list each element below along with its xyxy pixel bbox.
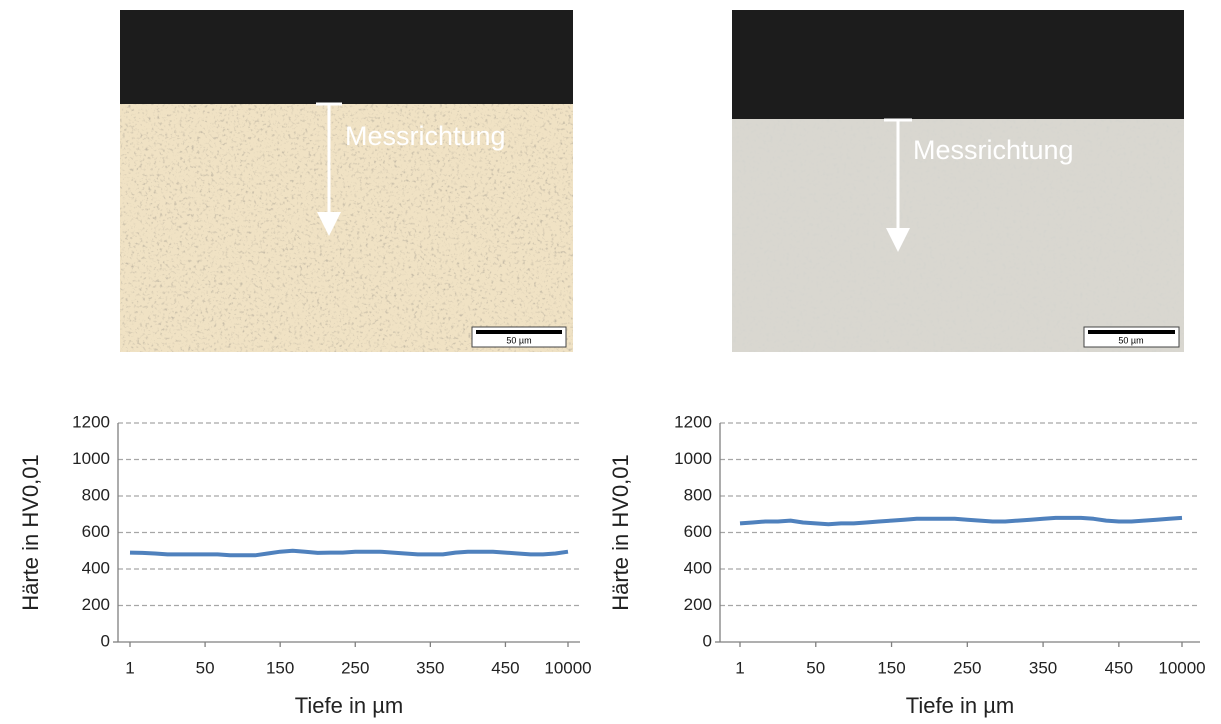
y-tick-label: 0: [703, 631, 712, 650]
x-tick-label: 50: [806, 658, 825, 677]
image-label: Messrichtung: [913, 135, 1074, 165]
y-tick-label: 1000: [72, 449, 110, 468]
y-axis-title: Härte in HV0,01: [18, 454, 43, 611]
x-axis-title: Tiefe in µm: [295, 693, 403, 718]
y-tick-label: 400: [82, 558, 110, 577]
x-tick-label: 250: [341, 658, 369, 677]
scale-bar-label: 50 µm: [506, 335, 531, 345]
y-tick-label: 1200: [72, 412, 110, 431]
x-tick-label: 10000: [544, 658, 591, 677]
y-tick-label: 200: [82, 595, 110, 614]
y-tick-label: 1200: [674, 412, 712, 431]
image-label: Messrichtung: [345, 121, 506, 151]
y-tick-label: 200: [684, 595, 712, 614]
image-texture: [732, 119, 1184, 352]
scale-bar: [476, 330, 562, 334]
x-tick-label: 450: [1105, 658, 1133, 677]
x-tick-label: 1: [125, 658, 134, 677]
x-tick-label: 350: [1029, 658, 1057, 677]
x-tick-label: 350: [416, 658, 444, 677]
y-tick-label: 600: [82, 522, 110, 541]
image-texture: [120, 104, 573, 352]
y-tick-label: 0: [101, 631, 110, 650]
y-tick-label: 800: [82, 485, 110, 504]
image-embedding: [120, 10, 573, 104]
x-tick-label: 1: [735, 658, 744, 677]
y-tick-label: 600: [684, 522, 712, 541]
x-tick-label: 250: [953, 658, 981, 677]
x-axis-title: Tiefe in µm: [906, 693, 1014, 718]
micrograph: Messrichtung 50 µm: [120, 10, 573, 352]
y-tick-label: 800: [684, 485, 712, 504]
x-tick-label: 10000: [1158, 658, 1205, 677]
scale-bar: [1088, 330, 1175, 334]
y-tick-label: 400: [684, 558, 712, 577]
x-tick-label: 150: [877, 658, 905, 677]
y-tick-label: 1000: [674, 449, 712, 468]
data-line: [739, 515, 1183, 527]
scale-bar-label: 50 µm: [1118, 335, 1143, 345]
x-tick-label: 150: [266, 658, 294, 677]
x-tick-label: 50: [196, 658, 215, 677]
data-line: [129, 548, 569, 558]
micrograph: Messrichtung 50 µm: [732, 10, 1184, 352]
x-tick-label: 450: [491, 658, 519, 677]
y-axis-title: Härte in HV0,01: [608, 454, 633, 611]
